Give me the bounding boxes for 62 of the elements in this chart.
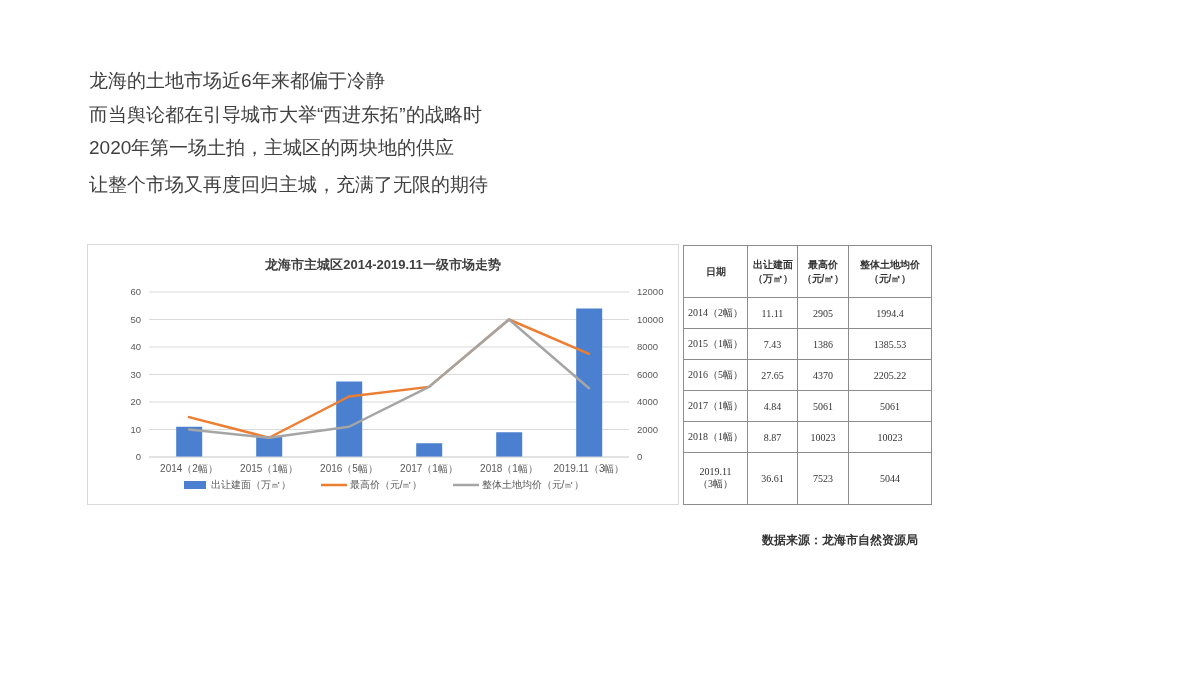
data-label: 2905 [813,307,833,319]
legend-label: 最高价（元/㎡） [349,479,423,490]
y-tick-label: 30 [130,368,141,380]
data-label: 5044 [880,473,900,484]
x-tick-label: 2016（5幅） [320,463,378,475]
category-label: 2018（1幅） [688,431,743,442]
data-label: 36.61 [761,473,784,484]
y-tick-label: 10 [130,423,141,435]
category-label: 2016（5幅） [688,369,743,380]
bar [336,381,363,457]
data-label: 8.87 [763,431,782,443]
data-label: 7.43 [763,338,782,350]
category-label: 2015（1幅） [688,338,743,349]
y-tick-label: 20 [130,396,141,408]
y2-tick-label: 10000 [637,313,664,325]
y-tick-label: 50 [130,313,141,325]
x-tick-label: 2014（2幅） [160,463,218,475]
bar [416,443,443,457]
data-label: 1994.4 [876,307,904,319]
data-label: 7523 [813,473,833,484]
bar [576,308,603,457]
data-label: 1386 [813,338,833,350]
data-label: 1385.53 [873,338,907,350]
y-tick-label: 0 [135,451,141,463]
source-note: 数据来源：龙海市自然资源局 [762,533,918,547]
x-tick-label: 2019.11（3幅） [553,463,625,475]
y2-tick-label: 4000 [637,396,659,408]
y2-tick-label: 8000 [637,341,659,353]
y-tick-label: 40 [130,341,141,353]
data-label: 5061 [880,400,900,412]
text: 而当舆论都在引导城市大举“西进东拓”的战略时 [89,104,482,125]
bar [176,426,203,457]
x-tick-label: 2017（1幅） [400,463,458,475]
chart-title: 龙海市主城区2014-2019.11一级市场走势 [265,257,501,272]
y2-tick-label: 6000 [637,368,659,380]
data-label: 4370 [813,369,833,381]
data-label: 2205.22 [873,369,907,381]
legend-label: 出让建面（万㎡） [210,479,291,490]
y2-tick-label: 2000 [637,423,659,435]
y-tick-label: 60 [130,286,141,298]
y2-tick-label: 12000 [637,286,664,298]
category-label: 2017（1幅） [688,400,743,411]
data-label: 5061 [813,400,833,412]
y2-tick-label: 0 [637,451,643,463]
text: 整体土地均价（元/㎡） [860,258,920,284]
text: 日期 [705,265,726,277]
text: 龙海的土地市场近6年来都偏于冷静 [89,70,385,91]
text: 出让建面（万㎡） [752,258,793,284]
bar [496,432,523,457]
data-label: 27.65 [761,369,784,381]
legend-label: 整体土地均价（元/㎡） [481,479,585,490]
data-label: 10023 [877,431,903,443]
data-label: 4.84 [763,400,782,412]
text: 最高价（元/㎡） [801,258,845,284]
line-series [187,318,591,439]
x-tick-label: 2015（1幅） [240,463,298,475]
data-label: 11.11 [761,307,784,319]
category-label: 2014（2幅） [688,307,743,318]
text: 2020年第一场土拍，主城区的两块地的供应 [89,137,455,158]
data-label: 10023 [810,431,836,443]
x-tick-label: 2018（1幅） [480,463,538,475]
text: 让整个市场又再度回归主城，充满了无限的期待 [89,174,488,195]
